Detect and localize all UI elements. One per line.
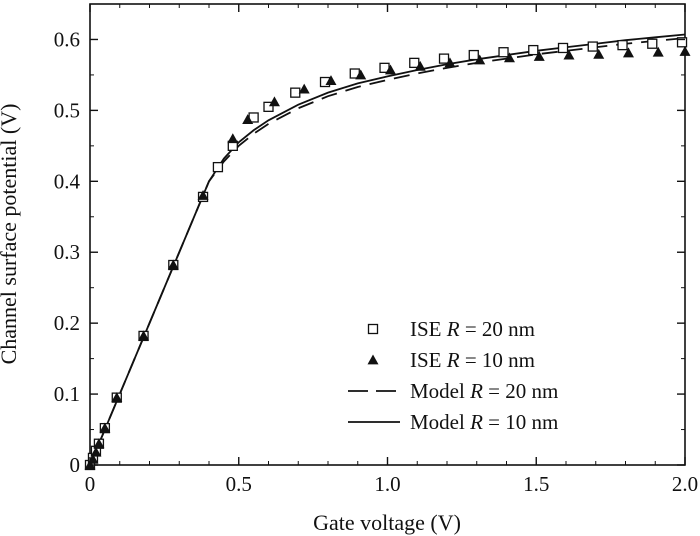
data-point [440, 54, 449, 63]
y-tick-label: 0.2 [54, 311, 80, 335]
legend-label-symbol: R [446, 317, 460, 341]
legend-marker [368, 355, 379, 365]
legend-label-suffix: = 10 nm [483, 410, 558, 434]
data-point [559, 43, 568, 52]
data-point [618, 41, 627, 50]
legend-label-symbol: R [446, 348, 460, 372]
x-axis-title: Gate voltage (V) [313, 510, 461, 535]
legend-label: ISE R = 20 nm [410, 317, 535, 341]
x-tick-label: 1.5 [523, 472, 549, 496]
series-points [85, 46, 691, 469]
data-point [529, 46, 538, 55]
legend-label-prefix: Model [410, 379, 470, 403]
y-axis-title: Channel surface potential (V) [0, 104, 21, 365]
series-line [90, 35, 685, 466]
legend-entry: ISE R = 10 nm [368, 348, 536, 372]
legend-label-suffix: = 10 nm [460, 348, 535, 372]
legend-entry: Model R = 20 nm [348, 379, 558, 403]
legend-label: ISE R = 10 nm [410, 348, 535, 372]
y-tick-label: 0.5 [54, 98, 80, 122]
x-tick-label: 0 [85, 472, 96, 496]
legend-entry: Model R = 10 nm [348, 410, 558, 434]
data-point [469, 51, 478, 60]
x-tick-label: 0.5 [226, 472, 252, 496]
data-point [499, 48, 508, 57]
x-tick-label: 2.0 [672, 472, 698, 496]
legend-label-prefix: ISE [410, 348, 447, 372]
x-tick-label: 1.0 [374, 472, 400, 496]
legend-label-symbol: R [469, 379, 483, 403]
data-point [588, 42, 597, 51]
y-tick-label: 0.6 [54, 27, 80, 51]
y-tick-label: 0.1 [54, 382, 80, 406]
y-tick-label: 0 [70, 453, 81, 477]
data-point [213, 163, 222, 172]
legend-label: Model R = 10 nm [410, 410, 558, 434]
series-points [86, 38, 687, 470]
legend-label-prefix: Model [410, 410, 470, 434]
data-point [269, 96, 280, 106]
data-point [291, 88, 300, 97]
data-point [680, 46, 691, 56]
legend-marker [369, 325, 378, 334]
data-marks [85, 35, 691, 470]
data-point [648, 39, 657, 48]
legend-label: Model R = 20 nm [410, 379, 558, 403]
legend-label-symbol: R [469, 410, 483, 434]
legend-label-suffix: = 20 nm [460, 317, 535, 341]
data-point [227, 133, 238, 143]
legend-label-prefix: ISE [410, 317, 447, 341]
y-tick-label: 0.3 [54, 240, 80, 264]
legend-label-suffix: = 20 nm [483, 379, 558, 403]
legend-entry: ISE R = 20 nm [369, 317, 536, 341]
y-tick-label: 0.4 [54, 169, 81, 193]
